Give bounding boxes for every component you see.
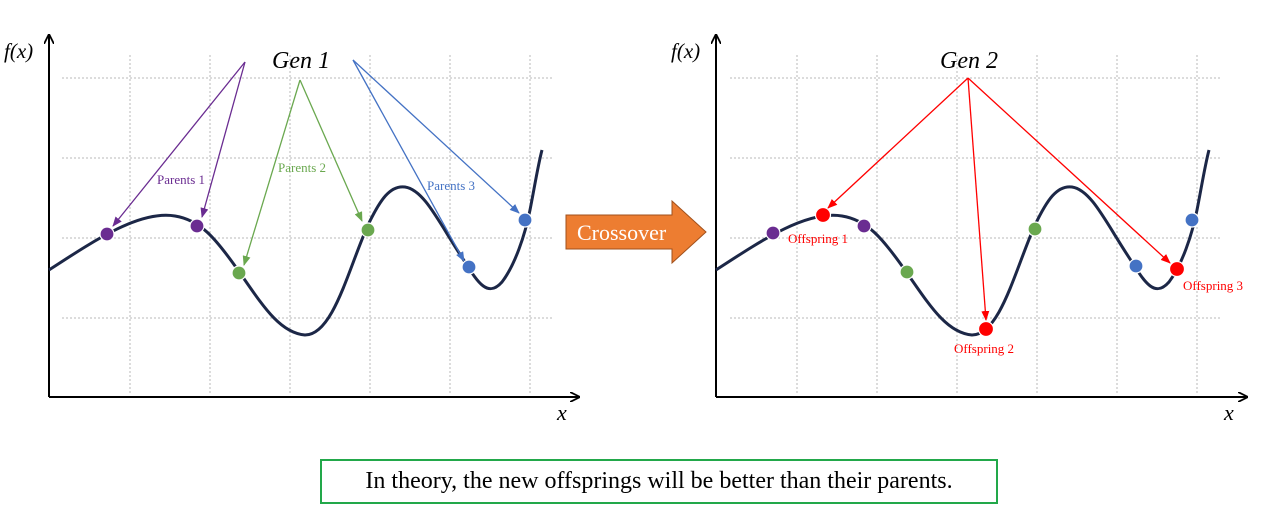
right-x-axis-label: x [1223,400,1234,425]
gen2-title: Gen 2 [940,48,998,74]
parents-2-arrows [242,79,363,266]
crossover-arrow: Crossover [565,199,707,265]
offspring-1-label: Offspring 1 [788,231,848,246]
parent-2a-point [231,265,247,281]
left-population [99,212,533,281]
offspring-2-point [977,320,995,338]
parent-2b-point [360,222,376,238]
offspring-1-point [814,206,832,224]
individual-blue-b-point [1184,212,1200,228]
individual-green-a-point [899,264,915,280]
right-y-axis-label: f(x) [671,39,700,63]
left-grid [62,55,552,393]
parents-2-label: Parents 2 [278,160,326,175]
parents-1-arrows [112,61,246,227]
left-panel: f(x) x Gen 1 Parents 1 Parents 2 Parents… [4,36,578,425]
parent-1b-point [189,218,205,234]
parents-3-label: Parents 3 [427,178,475,193]
parent-3b-point [517,212,533,228]
offspring-3-point [1168,260,1186,278]
parents-3-arrows [352,59,520,262]
individual-blue-a-point [1128,258,1144,274]
parent-3a-point [461,259,477,275]
offspring-arrows [827,77,1171,321]
gen1-title: Gen 1 [272,48,330,74]
left-x-axis-label: x [556,400,567,425]
crossover-label: Crossover [577,220,667,245]
right-population [765,206,1200,338]
caption-box: In theory, the new offsprings will be be… [320,459,998,504]
right-panel: f(x) x Gen 2 Offspring 1 Offspring 2 Off… [671,36,1246,425]
caption-text: In theory, the new offsprings will be be… [365,468,953,494]
left-y-axis-label: f(x) [4,39,33,63]
offspring-2-label: Offspring 2 [954,341,1014,356]
individual-purple-b-point [856,218,872,234]
individual-green-b-point [1027,221,1043,237]
parent-1a-point [99,226,115,242]
individual-purple-a-point [765,225,781,241]
parents-1-label: Parents 1 [157,172,205,187]
offspring-3-label: Offspring 3 [1183,278,1243,293]
